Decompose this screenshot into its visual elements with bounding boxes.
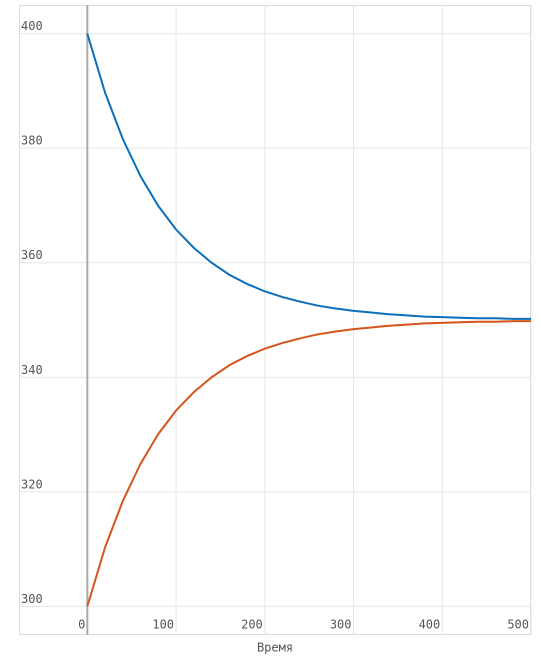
x-tick-label: 100 [152, 618, 174, 632]
y-tick-label: 340 [21, 363, 43, 377]
y-tick-label: 380 [21, 134, 43, 148]
line-series [86, 33, 531, 320]
x-axis-label: Время [257, 641, 293, 655]
y-tick-label: 400 [21, 19, 43, 33]
y-tick-label: 360 [21, 248, 43, 262]
y-tick-label: 300 [21, 592, 43, 606]
x-tick-label: 200 [241, 618, 263, 632]
plot-frame [19, 5, 531, 635]
x-tick-label: 500 [507, 618, 529, 632]
y-tick-label: 320 [21, 477, 43, 491]
x-tick-label: 0 [78, 618, 85, 632]
line-series [86, 320, 531, 607]
x-tick-label: 400 [419, 618, 441, 632]
x-tick-label: 300 [330, 618, 352, 632]
